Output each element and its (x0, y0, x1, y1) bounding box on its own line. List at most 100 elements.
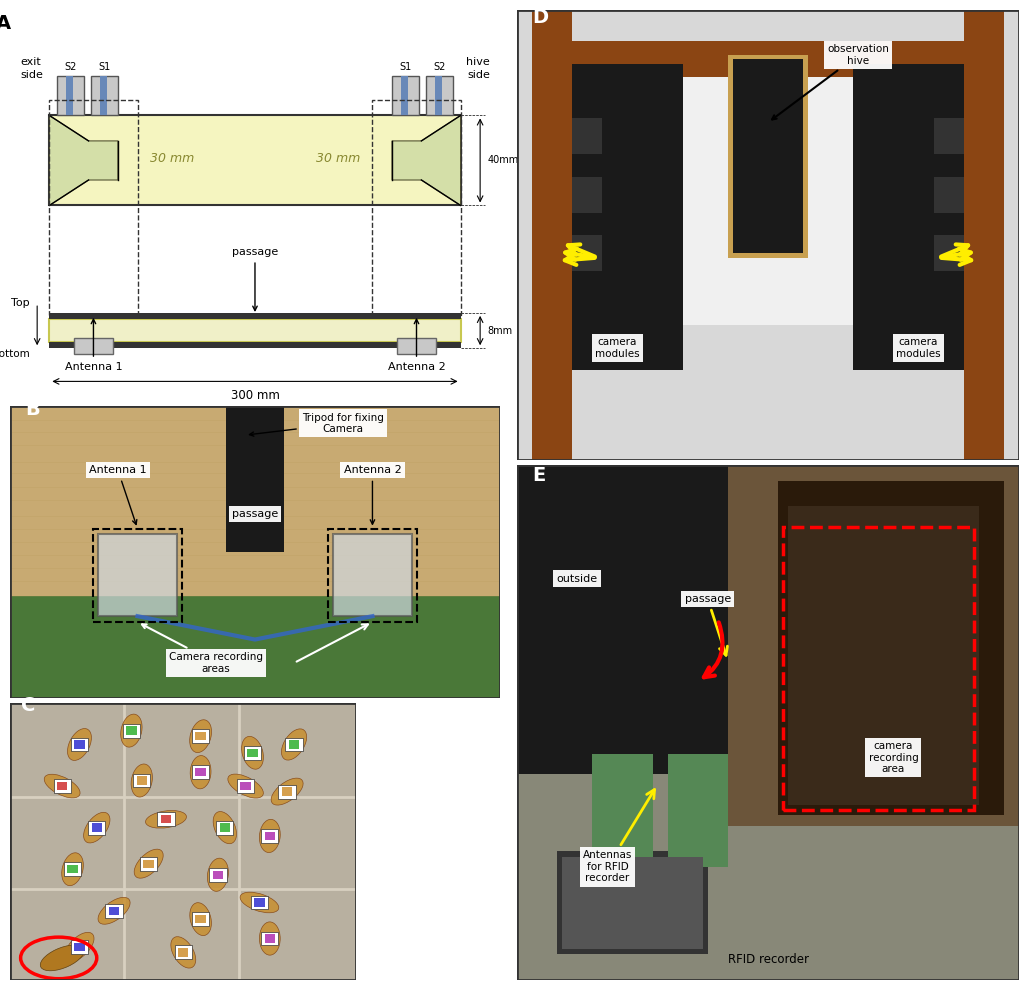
Bar (140, 856, 158, 870)
Bar (264, 935, 275, 942)
Ellipse shape (213, 812, 237, 843)
Bar (778, 481, 1004, 816)
Bar (75, 942, 85, 951)
Text: 8mm: 8mm (487, 326, 513, 336)
Bar (63, 862, 81, 876)
Polygon shape (392, 116, 461, 205)
Bar (557, 851, 708, 954)
Bar (392, 76, 419, 116)
Text: A: A (0, 14, 10, 33)
Bar (49, 319, 461, 343)
Ellipse shape (259, 820, 281, 852)
Bar (68, 865, 78, 873)
Text: S1: S1 (98, 62, 111, 72)
Bar (91, 76, 118, 116)
Text: camera
recording
area: camera recording area (868, 741, 919, 774)
Text: Antenna 1: Antenna 1 (65, 319, 122, 372)
Bar (191, 912, 209, 926)
Ellipse shape (171, 937, 196, 968)
Text: S1: S1 (399, 62, 412, 72)
Bar (71, 738, 88, 751)
Bar (10, 596, 500, 698)
Bar (683, 77, 853, 325)
Ellipse shape (189, 903, 211, 936)
Bar (329, 529, 417, 622)
Ellipse shape (65, 933, 94, 961)
Bar (98, 535, 177, 616)
Bar (289, 741, 299, 748)
Ellipse shape (134, 849, 163, 878)
Ellipse shape (271, 778, 303, 805)
Text: Top: Top (11, 298, 30, 308)
Text: camera
modules: camera modules (896, 337, 941, 358)
Bar (158, 813, 175, 827)
Text: B: B (25, 400, 40, 419)
Ellipse shape (44, 774, 80, 798)
Bar (261, 829, 279, 842)
Bar (49, 100, 137, 315)
Text: RFID recorder: RFID recorder (727, 953, 809, 966)
Bar (66, 76, 73, 116)
Text: Antenna 1: Antenna 1 (89, 465, 146, 525)
Bar (56, 76, 84, 116)
Ellipse shape (98, 897, 130, 925)
Bar (161, 815, 171, 824)
Text: D: D (532, 8, 548, 28)
Bar (592, 753, 652, 867)
Ellipse shape (145, 811, 186, 828)
Bar (373, 100, 461, 315)
Bar (426, 76, 454, 116)
Bar (91, 824, 102, 832)
Bar (964, 10, 1004, 460)
Text: Antenna 2: Antenna 2 (344, 465, 401, 525)
Bar (728, 55, 808, 257)
Bar (788, 507, 979, 805)
Bar (219, 824, 230, 832)
Bar (196, 915, 206, 924)
Ellipse shape (84, 813, 110, 842)
Bar (196, 768, 206, 776)
Bar (532, 42, 1004, 77)
Bar (264, 832, 275, 841)
Bar (572, 118, 602, 154)
Ellipse shape (240, 892, 279, 913)
Bar (178, 948, 188, 956)
Text: Antenna 2: Antenna 2 (388, 319, 445, 372)
Bar (934, 118, 964, 154)
Bar (572, 236, 602, 271)
Text: outside: outside (557, 573, 598, 583)
Bar (196, 732, 206, 741)
Bar (572, 176, 602, 213)
Text: Antennas
for RFID
recorder: Antennas for RFID recorder (583, 789, 654, 883)
Bar (71, 940, 88, 953)
Bar (934, 176, 964, 213)
Bar (733, 59, 803, 253)
Bar (53, 779, 71, 793)
Ellipse shape (282, 729, 306, 760)
Text: passage: passage (231, 509, 279, 519)
Bar (517, 465, 728, 774)
Bar (400, 76, 409, 116)
Bar (728, 465, 1019, 826)
Bar (244, 745, 261, 759)
Ellipse shape (190, 755, 211, 789)
Bar (136, 776, 147, 785)
Bar (109, 907, 119, 915)
Bar (562, 856, 702, 949)
Text: S2: S2 (65, 62, 77, 72)
Text: 300 mm: 300 mm (230, 389, 280, 402)
Bar (209, 868, 226, 882)
Text: camera
modules: camera modules (595, 337, 640, 358)
Text: Tripod for fixing
Camera: Tripod for fixing Camera (250, 413, 384, 437)
Text: hive
side: hive side (466, 57, 489, 80)
Text: 30 mm: 30 mm (150, 152, 194, 165)
Polygon shape (49, 116, 118, 205)
Bar (286, 738, 303, 751)
Bar (49, 343, 461, 348)
Bar (668, 753, 728, 867)
Text: E: E (532, 465, 546, 485)
Ellipse shape (61, 852, 83, 886)
Bar (248, 748, 258, 757)
Ellipse shape (189, 720, 212, 752)
Bar (213, 870, 223, 879)
